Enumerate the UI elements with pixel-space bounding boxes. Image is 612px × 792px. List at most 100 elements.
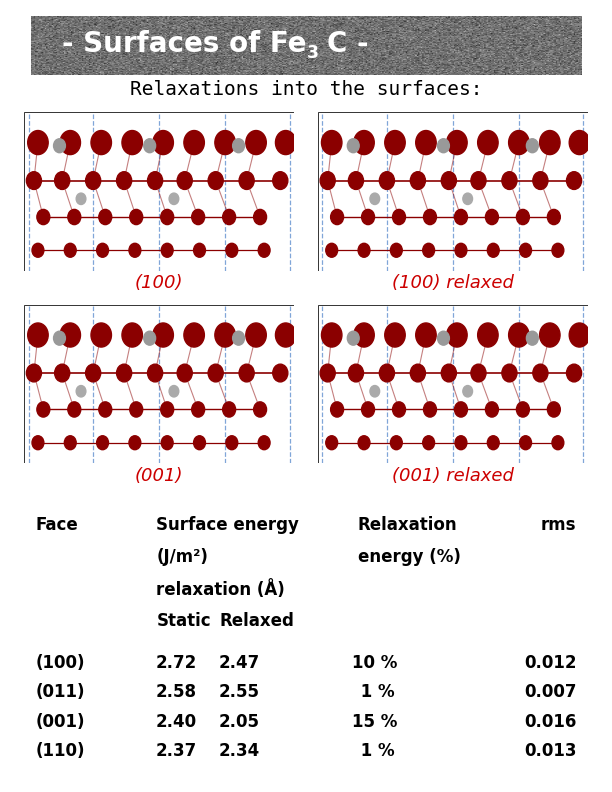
Circle shape [423,243,435,257]
Circle shape [438,139,449,153]
Text: (100): (100) [135,274,184,292]
Text: (001): (001) [135,466,184,485]
Circle shape [410,364,425,382]
Circle shape [161,402,174,417]
Text: 2.55: 2.55 [219,683,260,702]
Circle shape [379,172,395,189]
Circle shape [471,172,486,189]
Circle shape [326,243,338,257]
Circle shape [169,386,179,397]
Circle shape [32,436,44,450]
Circle shape [477,131,498,154]
Text: (100): (100) [35,654,85,672]
Text: 0.007: 0.007 [524,683,577,702]
Circle shape [569,131,590,154]
Circle shape [129,243,141,257]
Text: (011): (011) [35,683,85,702]
Circle shape [60,323,81,347]
Circle shape [348,364,364,382]
Circle shape [192,402,204,417]
Text: 2.72: 2.72 [155,654,196,672]
Circle shape [348,331,359,345]
Circle shape [385,323,405,347]
Circle shape [253,402,267,417]
Circle shape [246,131,266,154]
Circle shape [463,193,472,204]
Circle shape [193,243,206,257]
Text: 1 %: 1 % [355,683,395,702]
Text: 2.40: 2.40 [155,713,196,730]
Circle shape [86,172,101,189]
Circle shape [358,436,370,450]
Circle shape [275,323,296,347]
Text: 2.05: 2.05 [219,713,260,730]
Text: 2.34: 2.34 [218,742,260,760]
Circle shape [424,209,436,225]
Circle shape [54,364,70,382]
Circle shape [447,131,467,154]
Circle shape [348,172,364,189]
Circle shape [540,323,560,347]
Circle shape [392,209,406,225]
Circle shape [32,243,44,257]
Circle shape [99,209,112,225]
Circle shape [520,243,531,257]
Circle shape [321,131,342,154]
Circle shape [239,364,254,382]
Circle shape [517,402,529,417]
Circle shape [447,323,467,347]
Circle shape [193,436,206,450]
Circle shape [410,172,425,189]
Circle shape [547,402,561,417]
Circle shape [130,209,143,225]
Circle shape [99,402,112,417]
Circle shape [487,243,499,257]
Circle shape [485,209,498,225]
Circle shape [122,131,143,154]
Circle shape [258,436,270,450]
Circle shape [526,331,538,345]
Text: Relaxation: Relaxation [358,516,457,535]
Circle shape [441,172,457,189]
Circle shape [463,386,472,397]
Circle shape [144,331,155,345]
Circle shape [416,323,436,347]
Circle shape [97,243,108,257]
Circle shape [208,364,223,382]
Circle shape [177,172,192,189]
Circle shape [455,402,468,417]
Text: (001): (001) [35,713,85,730]
Circle shape [502,364,517,382]
Circle shape [37,209,50,225]
Circle shape [162,243,173,257]
Circle shape [223,209,236,225]
Circle shape [569,323,590,347]
Text: 2.58: 2.58 [155,683,196,702]
Circle shape [192,209,204,225]
Circle shape [455,209,468,225]
Circle shape [517,209,529,225]
Circle shape [60,131,81,154]
Circle shape [26,172,42,189]
Circle shape [97,436,108,450]
Circle shape [122,323,143,347]
Circle shape [273,172,288,189]
Circle shape [86,364,101,382]
Circle shape [76,193,86,204]
Circle shape [390,243,402,257]
Circle shape [54,331,65,345]
Circle shape [226,436,237,450]
Circle shape [354,131,375,154]
Circle shape [68,209,81,225]
Circle shape [37,402,50,417]
Circle shape [320,364,335,382]
Circle shape [547,209,561,225]
Circle shape [233,331,244,345]
Circle shape [424,402,436,417]
Circle shape [68,402,81,417]
Circle shape [330,402,343,417]
Circle shape [330,209,343,225]
Circle shape [130,402,143,417]
Text: 15 %: 15 % [353,713,398,730]
Text: (001) relaxed: (001) relaxed [392,466,514,485]
